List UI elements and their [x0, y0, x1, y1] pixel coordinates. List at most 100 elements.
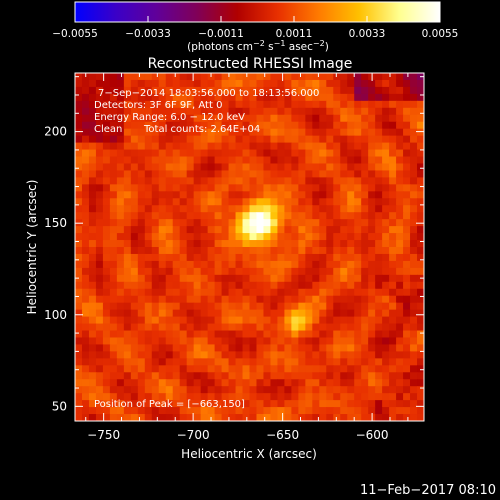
heatmap-cell	[207, 351, 216, 359]
heatmap-cell	[151, 267, 160, 276]
heatmap-cell	[410, 281, 418, 290]
heatmap-cell	[256, 288, 265, 297]
heatmap-cell	[214, 100, 223, 109]
heatmap-cell	[305, 330, 313, 339]
heatmap-cell	[312, 184, 320, 192]
heatmap-cell	[312, 323, 320, 332]
heatmap-cell	[347, 414, 355, 421]
heatmap-cell	[347, 253, 355, 262]
heatmap-cell	[228, 309, 237, 318]
heatmap-cell	[256, 219, 265, 227]
heatmap-cell	[347, 100, 355, 109]
heatmap-cell	[417, 163, 424, 172]
heatmap-cell	[123, 149, 132, 158]
heatmap-cell	[277, 177, 285, 185]
heatmap-cell	[347, 79, 355, 88]
heatmap-cell	[179, 142, 188, 151]
heatmap-cell	[214, 400, 223, 408]
heatmap-cell	[186, 121, 195, 130]
heatmap-cell	[158, 253, 167, 262]
heatmap-cell	[165, 177, 174, 185]
heatmap-cell	[88, 379, 97, 387]
heatmap-cell	[270, 212, 279, 220]
heatmap-cell	[305, 302, 313, 311]
heatmap-cell	[221, 393, 230, 401]
heatmap-cell	[207, 240, 216, 248]
heatmap-cell	[417, 156, 424, 165]
heatmap-cell	[151, 73, 160, 81]
heatmap-cell	[116, 114, 125, 123]
heatmap-cell	[88, 177, 97, 185]
heatmap-cell	[396, 323, 404, 332]
heatmap-cell	[319, 323, 327, 332]
heatmap-cell	[193, 281, 202, 290]
heatmap-cell	[200, 142, 209, 151]
heatmap-cell	[410, 86, 418, 95]
heatmap-cell	[88, 86, 97, 95]
heatmap-cell	[228, 358, 237, 366]
heatmap-cell	[354, 379, 362, 387]
heatmap-cell	[368, 135, 376, 144]
heatmap-cell	[298, 149, 306, 158]
heatmap-cell	[75, 247, 83, 255]
heatmap-cell	[305, 128, 313, 137]
heatmap-cell	[193, 267, 202, 276]
heatmap-cell	[410, 170, 418, 178]
heatmap-cell	[354, 142, 362, 151]
x-tick-label: −650	[266, 428, 299, 442]
heatmap-cell	[256, 302, 265, 311]
heatmap-cell	[193, 358, 202, 366]
heatmap-cell	[333, 198, 341, 206]
heatmap-cell	[137, 372, 146, 380]
heatmap-cell	[137, 73, 146, 81]
heatmap-cell	[102, 177, 111, 185]
heatmap-cell	[270, 400, 279, 408]
heatmap-cell	[221, 142, 230, 151]
heatmap-cell	[179, 372, 188, 380]
heatmap-cell	[123, 344, 132, 352]
heatmap-cell	[193, 386, 202, 394]
heatmap-cell	[319, 170, 327, 178]
heatmap-cell	[354, 281, 362, 290]
heatmap-cell	[81, 316, 90, 325]
heatmap-cell	[221, 323, 230, 332]
heatmap-cell	[242, 205, 251, 213]
heatmap-cell	[193, 219, 202, 227]
heatmap-cell	[186, 184, 195, 192]
heatmap-cell	[333, 274, 341, 283]
heatmap-cell	[186, 295, 195, 304]
heatmap-cell	[375, 149, 383, 158]
annotation-time: 7−Sep−2014 18:03:56.000 to 18:13:56.000	[98, 88, 319, 99]
heatmap-cell	[361, 407, 369, 415]
heatmap-cell	[305, 407, 313, 415]
heatmap-cell	[221, 79, 230, 88]
heatmap-cell	[242, 233, 251, 241]
heatmap-cell	[137, 295, 146, 304]
heatmap-cell	[305, 100, 313, 109]
heatmap-cell	[263, 107, 272, 116]
heatmap-cell	[319, 73, 327, 81]
heatmap-cell	[242, 330, 251, 339]
heatmap-cell	[172, 170, 181, 178]
heatmap-cell	[368, 226, 376, 234]
heatmap-cell	[382, 330, 390, 339]
heatmap-cell	[165, 233, 174, 241]
heatmap-cell	[109, 142, 118, 151]
heatmap-cell	[298, 330, 306, 339]
heatmap-cell	[312, 344, 320, 352]
heatmap-cell	[389, 163, 397, 172]
heatmap-cell	[347, 337, 355, 346]
heatmap-cell	[389, 386, 397, 394]
heatmap-cell	[116, 351, 125, 359]
heatmap-cell	[186, 358, 195, 366]
heatmap-cell	[326, 233, 334, 241]
heatmap-cell	[312, 149, 320, 158]
heatmap-cell	[123, 281, 132, 290]
heatmap-cell	[165, 240, 174, 248]
heatmap-cell	[270, 302, 279, 311]
heatmap-cell	[340, 295, 348, 304]
heatmap-cell	[291, 226, 299, 234]
heatmap-cell	[319, 114, 327, 123]
heatmap-cell	[389, 267, 397, 276]
heatmap-cell	[144, 149, 153, 158]
